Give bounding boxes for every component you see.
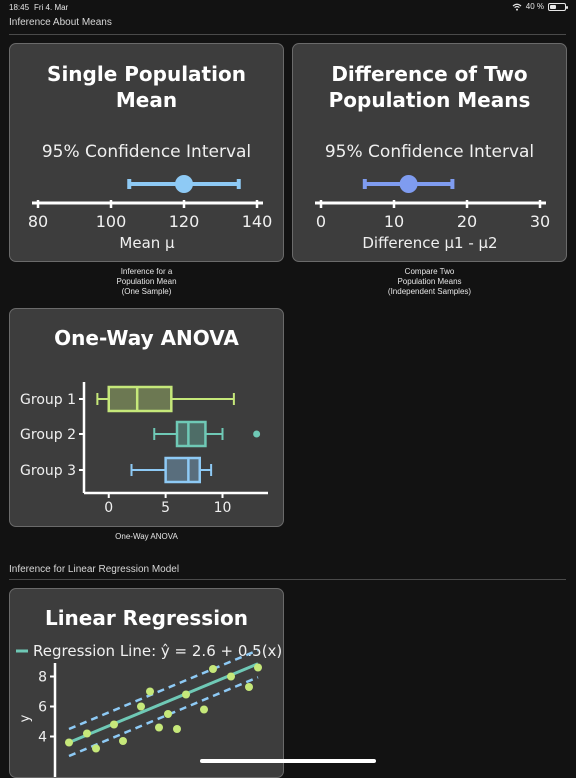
ci-estimate-point [175, 175, 193, 193]
single-mean-card[interactable]: Single Population Mean 95% Confidence In… [9, 43, 284, 262]
data-point [173, 725, 181, 733]
tick-label: 0 [316, 212, 326, 231]
regression-line [68, 662, 259, 744]
card-title-line2: Mean [115, 88, 178, 112]
ci-plot: 80 100 120 140 Mean μ [28, 175, 273, 252]
card-title: One-Way ANOVA [54, 326, 239, 350]
card-title: Linear Regression [44, 606, 249, 630]
ci-estimate-point [399, 175, 418, 193]
x-tick-label: 0 [104, 500, 113, 516]
card-title: Single Population Mean [10, 61, 283, 113]
status-time: 18:45 [9, 3, 30, 12]
diff-means-card[interactable]: Difference of Two Population Means 95% C… [292, 43, 567, 262]
ci-label: 95% Confidence Interval [324, 142, 535, 162]
anova-caption[interactable]: One-Way ANOVA [115, 532, 178, 541]
status-right: 40 % [512, 2, 568, 11]
data-point [209, 665, 217, 673]
regression-card[interactable]: Linear Regression Regression Line: ŷ = 2… [9, 588, 284, 778]
battery-percent: 40 % [525, 2, 544, 11]
y-axis-label: y [18, 714, 33, 722]
legend-label: Regression Line: ŷ = 2.6 + 0.5(x) [33, 642, 282, 660]
tick-label: 10 [384, 212, 404, 231]
data-point [137, 702, 145, 711]
card-title-line2: Population Means [328, 88, 531, 112]
data-point [182, 690, 190, 699]
data-point [65, 738, 73, 747]
section-divider [9, 579, 566, 580]
y-tick-label: 4 [38, 730, 47, 746]
card-title-line1: Difference of Two [331, 62, 528, 86]
tick-label: 20 [457, 212, 477, 231]
data-point [200, 705, 208, 714]
data-point [146, 687, 154, 696]
tick-label: 30 [530, 212, 550, 231]
data-point [110, 720, 118, 729]
wifi-icon [512, 3, 522, 11]
group-label: Group 2 [20, 427, 76, 443]
boxplot-chart: 0 5 10 Group 1 Group 2 Group 3 [20, 382, 268, 516]
battery-icon [548, 2, 568, 11]
axis-label: Difference μ1 - μ2 [362, 234, 497, 252]
card-title-line1: Single Population [47, 62, 246, 86]
upper-confidence-band [68, 649, 259, 731]
x-tick-label: 5 [161, 500, 170, 516]
y-tick-label: 8 [38, 670, 47, 686]
tick-label: 120 [169, 212, 200, 231]
anova-card[interactable]: One-Way ANOVA 0 5 10 Group 1 Group 2 Group 3 [9, 308, 284, 527]
section-divider [9, 34, 566, 35]
data-point [83, 729, 91, 738]
diff-means-caption[interactable]: Compare Two Population Means (Independen… [387, 267, 472, 296]
ci-label: 95% Confidence Interval [41, 142, 252, 162]
y-tick-label: 6 [38, 700, 47, 716]
data-point [155, 723, 163, 732]
x-tick-label: 10 [214, 500, 232, 516]
home-indicator[interactable] [200, 759, 376, 763]
tick-label: 140 [242, 212, 273, 231]
axis-label: Mean μ [119, 234, 175, 252]
tick-label: 100 [96, 212, 127, 231]
group-label: Group 3 [20, 463, 76, 479]
ci-plot: 0 10 20 30 Difference μ1 - μ2 [315, 175, 550, 252]
data-point [254, 663, 262, 672]
lower-confidence-band [68, 676, 259, 758]
status-bar: 18:45 Fri 4. Mar 40 % [0, 0, 576, 14]
data-point [92, 744, 100, 753]
data-point [227, 672, 235, 681]
single-mean-caption[interactable]: Inference for a Population Mean (One Sam… [116, 267, 177, 296]
data-point [119, 737, 127, 745]
data-point [245, 683, 253, 691]
section-heading-means: Inference About Means [9, 17, 112, 28]
box [175, 420, 207, 448]
box [164, 456, 201, 484]
section-heading-regression: Inference for Linear Regression Model [9, 564, 180, 575]
regression-chart: Regression Line: ŷ = 2.6 + 0.5(x) 4 6 8 y [16, 642, 282, 777]
tick-label: 80 [28, 212, 48, 231]
status-date: Fri 4. Mar [34, 3, 69, 12]
group-label: Group 1 [20, 392, 76, 408]
data-point [164, 710, 172, 718]
card-title: Difference of Two Population Means [293, 61, 566, 113]
box [107, 385, 173, 413]
outlier-point [253, 430, 261, 438]
